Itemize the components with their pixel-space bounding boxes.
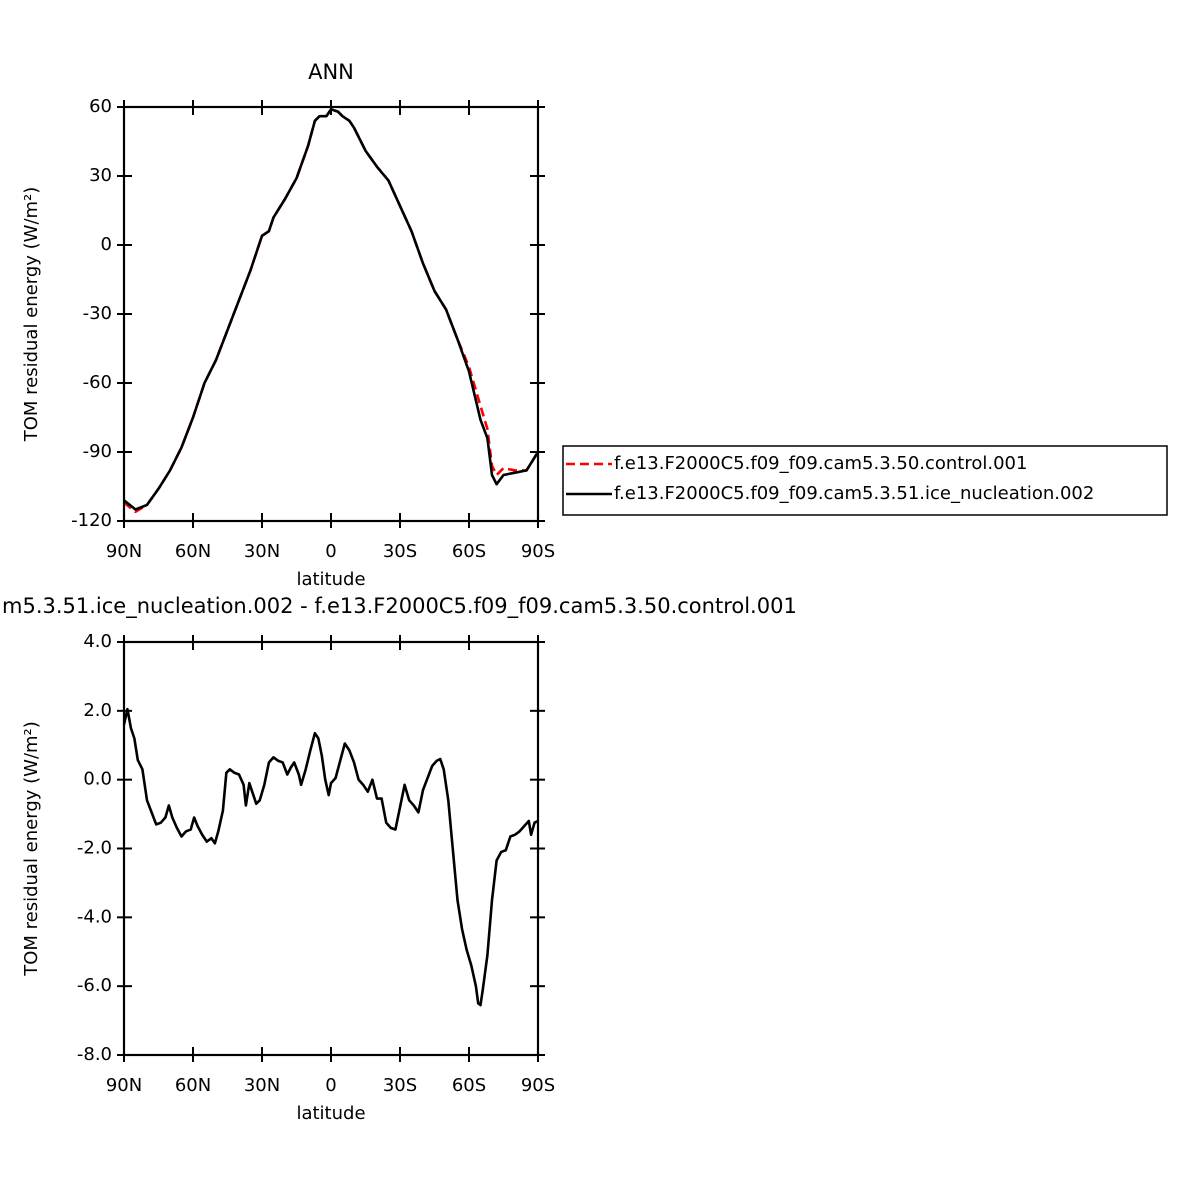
x-tick-label: 60S [452, 541, 486, 562]
x-tick-label: 30N [244, 1075, 280, 1096]
y-axis-label: TOM residual energy (W/m²) [21, 187, 42, 443]
x-tick-label: 30S [383, 1075, 417, 1096]
y-tick-label: 30 [89, 165, 112, 186]
y-tick-label: 0.0 [83, 769, 112, 790]
y-tick-label: 0 [101, 234, 112, 255]
y-tick-label: -8.0 [77, 1044, 112, 1065]
y-tick-label: -60 [83, 372, 112, 393]
x-tick-label: 0 [325, 541, 336, 562]
x-tick-label: 60N [175, 541, 211, 562]
chart-title: m5.3.51.ice_nucleation.002 - f.e13.F2000… [2, 594, 797, 619]
y-tick-label: -6.0 [77, 975, 112, 996]
x-tick-label: 90S [521, 541, 555, 562]
chart-title: ANN [308, 60, 354, 84]
x-tick-label: 90S [521, 1075, 555, 1096]
y-tick-label: 4.0 [83, 631, 112, 652]
plot-frame [122, 105, 540, 523]
y-tick-label: -4.0 [77, 906, 112, 927]
y-tick-label: -90 [83, 441, 112, 462]
x-tick-label: 90N [106, 541, 142, 562]
data-line [122, 707, 539, 1007]
data-line [123, 108, 540, 511]
y-tick-label: -2.0 [77, 838, 112, 859]
plot-frame [122, 640, 540, 1057]
legend-box [562, 445, 1168, 516]
y-tick-label: 60 [89, 96, 112, 117]
x-tick-label: 60S [452, 1075, 486, 1096]
x-tick-label: 30N [244, 541, 280, 562]
x-axis-label: latitude [296, 569, 365, 590]
y-tick-label: -30 [83, 303, 112, 324]
x-tick-label: 30S [383, 541, 417, 562]
x-tick-label: 60N [175, 1075, 211, 1096]
y-tick-label: 2.0 [83, 700, 112, 721]
data-line [123, 108, 540, 514]
legend-label: f.e13.F2000C5.f09_f09.cam5.3.51.ice_nucl… [614, 483, 1094, 504]
legend-label: f.e13.F2000C5.f09_f09.cam5.3.50.control.… [614, 453, 1027, 474]
x-axis-label: latitude [296, 1103, 365, 1124]
y-axis-label: TOM residual energy (W/m²) [21, 721, 42, 977]
x-tick-label: 0 [325, 1075, 336, 1096]
y-tick-label: -120 [71, 510, 112, 531]
x-tick-label: 90N [106, 1075, 142, 1096]
